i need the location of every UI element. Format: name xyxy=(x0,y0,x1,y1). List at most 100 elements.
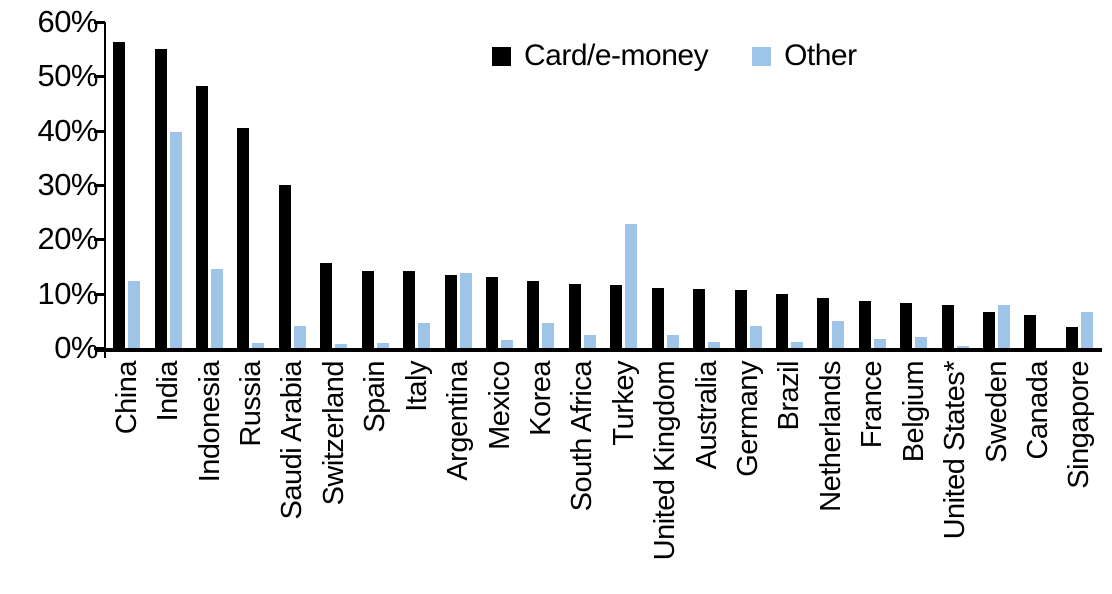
bar-other xyxy=(583,335,596,348)
bar-group xyxy=(147,22,188,348)
bar-other xyxy=(418,323,431,348)
bar-card-e-money xyxy=(817,297,830,348)
bar-other xyxy=(128,281,141,348)
x-tick-label: Sweden xyxy=(980,361,1013,463)
x-label-cell: Sweden xyxy=(976,361,1017,594)
x-label-cell: Mexico xyxy=(479,361,520,594)
bar-card-e-money xyxy=(651,287,664,348)
x-label-cell: Italy xyxy=(396,361,437,594)
y-axis xyxy=(104,22,106,348)
bar-group xyxy=(644,22,685,348)
y-axis-tick xyxy=(94,75,105,79)
bar-group xyxy=(272,22,313,348)
bar-card-e-money xyxy=(403,270,416,348)
bar-card-e-money xyxy=(320,262,333,348)
x-label-cell: Spain xyxy=(355,361,396,594)
bar-group xyxy=(934,22,975,348)
bar-other xyxy=(211,269,224,348)
bar-group xyxy=(1059,22,1100,348)
bar-card-e-money xyxy=(693,289,706,348)
x-label-cell: United States* xyxy=(934,361,975,594)
x-tick-label: Indonesia xyxy=(193,361,226,483)
bar-other xyxy=(873,339,886,348)
bar-card-e-money xyxy=(113,41,126,348)
legend-item-card-e-money: Card/e-money xyxy=(492,40,709,72)
x-tick-label: France xyxy=(856,361,889,449)
y-tick-label: 30% xyxy=(37,167,98,202)
x-tick-label: Saudi Arabia xyxy=(276,361,309,520)
bar-card-e-money xyxy=(486,277,498,348)
bar-other xyxy=(459,272,472,348)
x-tick-label: India xyxy=(152,361,185,422)
x-label-cell: France xyxy=(852,361,893,594)
x-label-cell: Australia xyxy=(686,361,727,594)
bar-other xyxy=(1080,312,1093,348)
y-axis-tick xyxy=(94,184,105,187)
x-tick-label: Turkey xyxy=(607,361,640,446)
y-tick-label: 20% xyxy=(37,221,98,257)
other-swatch-icon xyxy=(752,46,772,66)
x-tick-label: Spain xyxy=(359,361,392,433)
bar-group xyxy=(976,22,1017,348)
x-tick-label: Mexico xyxy=(483,361,516,450)
bar-other xyxy=(832,321,845,348)
bar-other xyxy=(252,342,265,348)
bar-group xyxy=(852,22,893,348)
x-axis-origin-tick xyxy=(104,352,106,358)
x-label-cell: Canada xyxy=(1017,361,1058,594)
bar-group xyxy=(437,22,478,348)
bar-card-e-money xyxy=(610,285,623,348)
bar-group xyxy=(603,22,644,348)
x-label-cell: United Kingdom xyxy=(644,361,685,594)
x-tick-label: Russia xyxy=(234,361,267,447)
bar-card-e-money xyxy=(278,185,291,348)
bar-card-e-money xyxy=(858,300,871,348)
bar-card-e-money xyxy=(900,303,913,348)
bar-other xyxy=(293,326,306,348)
bar-group xyxy=(230,22,271,348)
x-label-cell: Indonesia xyxy=(189,361,230,594)
card-e-money-swatch-icon xyxy=(492,46,511,66)
x-tick-label: Argentina xyxy=(442,361,475,481)
bar-group xyxy=(520,22,561,348)
bar-card-e-money xyxy=(983,312,996,348)
plot-area xyxy=(106,22,1100,348)
legend-label-other: Other xyxy=(784,39,857,72)
bar-group xyxy=(355,22,396,348)
x-label-cell: Belgium xyxy=(893,361,934,594)
bar-card-e-money xyxy=(1065,326,1078,348)
bar-group xyxy=(1017,22,1058,348)
x-tick-label: Korea xyxy=(524,361,557,436)
bar-group xyxy=(686,22,727,348)
x-tick-label: Belgium xyxy=(897,361,930,463)
bar-group xyxy=(313,22,354,348)
bar-group xyxy=(396,22,437,348)
legend-item-other: Other xyxy=(752,40,857,72)
y-tick-label: 0% xyxy=(54,330,98,365)
y-tick-label: 10% xyxy=(37,275,98,311)
bar-group xyxy=(562,22,603,348)
x-tick-label: United Kingdom xyxy=(649,361,682,561)
bar-other xyxy=(998,304,1011,348)
bar-group xyxy=(893,22,934,348)
bar-other xyxy=(542,322,555,348)
bar-card-e-money xyxy=(361,270,374,348)
x-tick-label: Italy xyxy=(400,361,433,412)
x-tick-label: United States* xyxy=(939,361,972,540)
y-axis-tick xyxy=(94,292,105,296)
bar-other xyxy=(749,326,762,348)
x-label-cell: Singapore xyxy=(1059,361,1100,594)
bar-other xyxy=(376,342,389,348)
x-axis-labels: China India Indonesia Russia Saudi Arabia Swi… xyxy=(106,361,1100,594)
bar-card-e-money xyxy=(154,49,167,348)
y-tick-label: 50% xyxy=(37,58,98,94)
x-tick-label: China xyxy=(110,361,143,435)
x-tick-label: South Africa xyxy=(566,361,599,512)
x-label-cell: Russia xyxy=(230,361,271,594)
y-axis-tick xyxy=(94,238,105,242)
bar-group xyxy=(106,22,147,348)
y-axis-tick xyxy=(94,347,105,350)
bar-card-e-money xyxy=(734,290,747,348)
x-label-cell: Switzerland xyxy=(313,361,354,594)
